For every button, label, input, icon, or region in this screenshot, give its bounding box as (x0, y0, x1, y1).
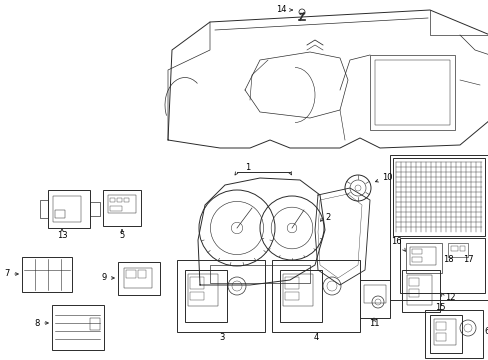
Bar (52, 305, 104, 350)
Bar (285, 277, 298, 289)
Bar (369, 55, 454, 130)
Bar (392, 158, 484, 236)
Text: 18: 18 (442, 256, 452, 265)
Bar (103, 190, 141, 226)
Bar (401, 270, 439, 312)
Bar (190, 292, 203, 300)
Text: 13: 13 (57, 230, 67, 239)
Bar (55, 210, 65, 218)
Bar (409, 247, 435, 265)
Bar (190, 277, 203, 289)
Bar (90, 318, 100, 330)
Bar (408, 278, 418, 286)
Text: 10: 10 (381, 174, 392, 183)
Bar (126, 270, 136, 278)
Text: 1: 1 (245, 163, 250, 172)
Bar (124, 198, 129, 202)
Text: 6: 6 (483, 328, 488, 337)
Bar (399, 238, 484, 293)
Bar (429, 315, 461, 353)
Bar (450, 246, 457, 251)
Bar (424, 310, 482, 358)
Bar (359, 280, 389, 318)
Bar (280, 270, 321, 322)
Bar (177, 260, 264, 332)
Bar (405, 243, 441, 273)
Bar (435, 333, 445, 341)
Bar (40, 200, 48, 218)
Bar (389, 155, 487, 300)
Bar (283, 274, 312, 306)
Bar (110, 206, 122, 211)
Bar (374, 60, 449, 125)
Text: 8: 8 (35, 319, 40, 328)
Text: 16: 16 (390, 238, 401, 247)
Bar (53, 196, 81, 222)
Text: 7: 7 (4, 270, 10, 279)
Bar (363, 285, 385, 303)
Text: 4: 4 (313, 333, 318, 342)
Bar (90, 202, 100, 216)
Bar (48, 190, 90, 228)
Text: 11: 11 (368, 319, 379, 328)
Bar (285, 292, 298, 300)
Bar (124, 268, 152, 288)
Bar (209, 265, 309, 283)
Text: 5: 5 (119, 230, 124, 239)
Text: 3: 3 (219, 333, 224, 342)
Text: 12: 12 (444, 293, 454, 302)
Bar (271, 260, 359, 332)
Bar (406, 275, 431, 305)
Text: 2: 2 (325, 213, 329, 222)
Bar (138, 270, 146, 278)
Bar (447, 243, 467, 257)
Bar (118, 262, 160, 295)
Bar (411, 249, 421, 254)
Bar (108, 195, 136, 213)
Bar (187, 274, 218, 306)
Bar (110, 198, 115, 202)
Bar (184, 270, 226, 322)
Bar (411, 257, 421, 262)
Text: 14: 14 (276, 5, 286, 14)
Bar (408, 289, 418, 297)
Bar (117, 198, 122, 202)
Bar (22, 257, 72, 292)
Text: 9: 9 (102, 274, 107, 283)
Bar (435, 322, 445, 330)
Text: 17: 17 (462, 256, 472, 265)
Text: 15: 15 (434, 303, 445, 312)
Bar (459, 246, 464, 251)
Bar (433, 319, 455, 345)
